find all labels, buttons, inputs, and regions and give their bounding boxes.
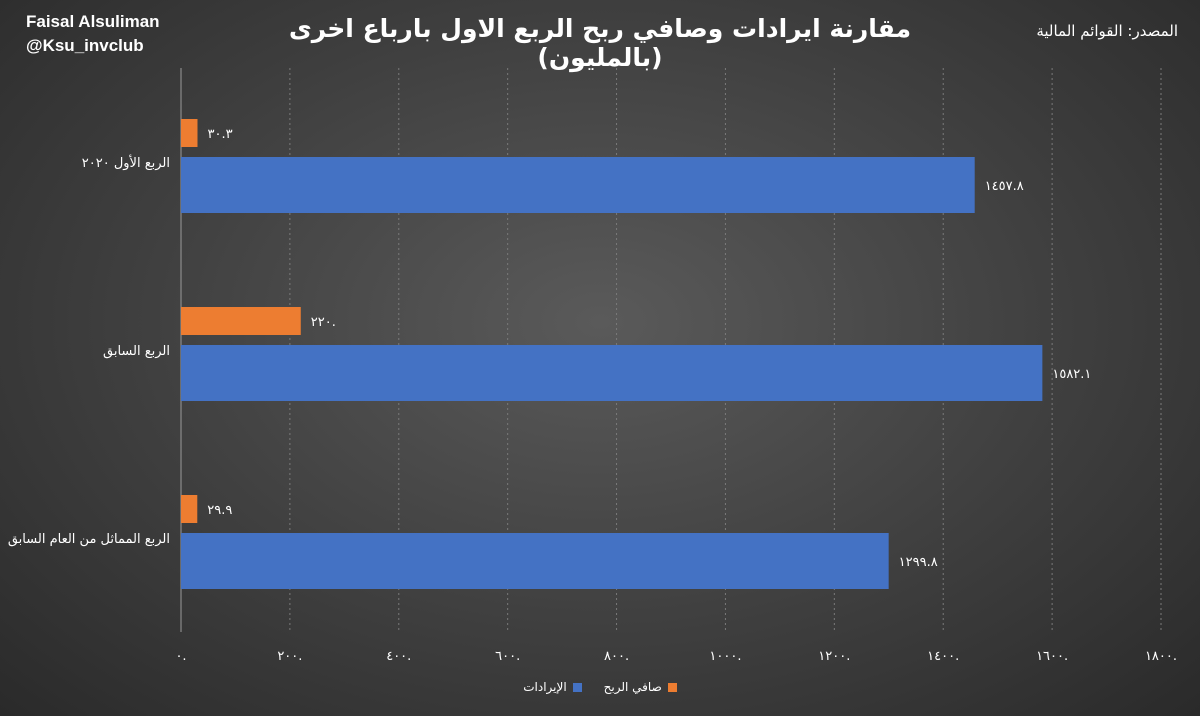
x-tick-label: ٦٠٠. [495, 649, 520, 664]
x-tick-label: ١٢٠٠. [818, 649, 850, 664]
net-profit-data-label: ٢٢٠. [311, 315, 336, 330]
legend-label-revenue: الإيرادات [523, 680, 567, 694]
revenue-bar [181, 157, 975, 213]
category-label: الربع المماثل من العام السابق [8, 532, 170, 547]
x-tick-label: ١٦٠٠. [1036, 649, 1068, 664]
legend: صافي الربح الإيرادات [0, 680, 1200, 694]
revenue-bar [181, 345, 1043, 401]
legend-swatch-revenue [572, 682, 582, 692]
chart-title: مقارنة ايرادات وصافي ربح الربع الاول بار… [288, 14, 912, 72]
source-note: المصدر: القوائم المالية [1036, 22, 1178, 40]
revenue-data-label: ١٢٩٩.٨ [899, 555, 938, 570]
revenue-data-label: ١٤٥٧.٨ [985, 179, 1024, 194]
revenue-bar [181, 533, 889, 589]
category-label: الربع السابق [103, 344, 170, 359]
x-tick-label: ١٠٠٠. [709, 649, 741, 664]
x-tick-label: ٨٠٠. [604, 649, 629, 664]
legend-label-net-profit: صافي الربح [603, 680, 662, 694]
author-name: Faisal Alsuliman [26, 12, 160, 31]
x-tick-label: ٢٠٠. [277, 649, 302, 664]
x-tick-label: ٠. [175, 649, 186, 664]
legend-item-revenue: الإيرادات [523, 680, 582, 694]
legend-item-net-profit: صافي الربح [604, 680, 677, 694]
x-tick-label: ١٨٠٠. [1145, 649, 1177, 664]
legend-swatch-net-profit [667, 682, 677, 692]
author-block: Faisal Alsuliman @Ksu_invclub [26, 10, 160, 58]
revenue-data-label: ١٥٨٢.١ [1052, 367, 1091, 382]
net-profit-data-label: ٣٠.٣ [207, 127, 232, 142]
net-profit-bar [181, 495, 198, 523]
net-profit-bar [181, 307, 301, 335]
author-handle: @Ksu_invclub [26, 36, 144, 55]
x-tick-label: ١٤٠٠. [927, 649, 959, 664]
net-profit-data-label: ٢٩.٩ [207, 503, 232, 518]
x-tick-label: ٤٠٠. [386, 649, 411, 664]
category-label: الربع الأول ٢٠٢٠ [82, 154, 170, 171]
net-profit-bar [181, 119, 198, 147]
